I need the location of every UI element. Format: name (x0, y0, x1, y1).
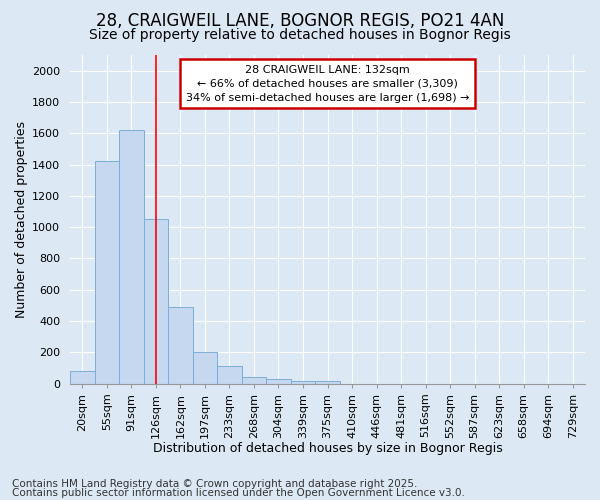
Text: 28, CRAIGWEIL LANE, BOGNOR REGIS, PO21 4AN: 28, CRAIGWEIL LANE, BOGNOR REGIS, PO21 4… (96, 12, 504, 30)
Bar (143, 220, 168, 384)
Bar (168, 307, 193, 384)
Bar (193, 352, 217, 384)
Text: Contains public sector information licensed under the Open Government Licence v3: Contains public sector information licen… (12, 488, 465, 498)
Y-axis label: Number of detached properties: Number of detached properties (15, 121, 28, 318)
Bar (266, 379, 291, 384)
Bar (291, 382, 315, 384)
Bar (95, 162, 119, 384)
Bar (315, 382, 340, 384)
Bar (70, 371, 95, 384)
Text: 28 CRAIGWEIL LANE: 132sqm
← 66% of detached houses are smaller (3,309)
34% of se: 28 CRAIGWEIL LANE: 132sqm ← 66% of detac… (186, 65, 469, 103)
Text: Contains HM Land Registry data © Crown copyright and database right 2025.: Contains HM Land Registry data © Crown c… (12, 479, 418, 489)
Text: Size of property relative to detached houses in Bognor Regis: Size of property relative to detached ho… (89, 28, 511, 42)
Bar (242, 378, 266, 384)
Bar (217, 366, 242, 384)
X-axis label: Distribution of detached houses by size in Bognor Regis: Distribution of detached houses by size … (152, 442, 502, 455)
Bar (119, 130, 143, 384)
